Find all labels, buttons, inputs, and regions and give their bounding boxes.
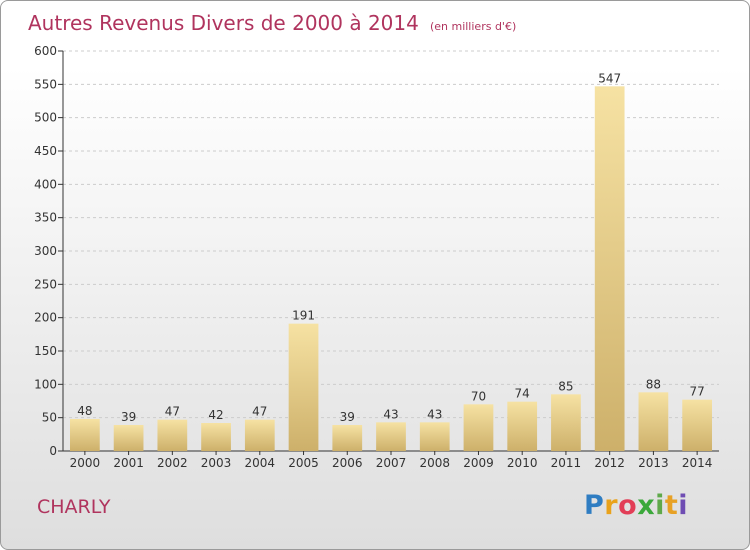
bar (376, 422, 406, 451)
data-label: 47 (252, 405, 267, 419)
bar (594, 86, 625, 451)
proxiti-logo: Proxiti (584, 490, 689, 521)
x-tick-label: 2009 (463, 456, 494, 470)
data-label: 39 (340, 410, 355, 424)
bar (157, 419, 188, 451)
x-tick-label: 2004 (245, 456, 276, 470)
data-label: 77 (689, 385, 704, 399)
data-label: 39 (121, 410, 136, 424)
data-label: 43 (383, 407, 398, 421)
data-label: 43 (427, 407, 442, 421)
y-tick-label: 200 (34, 311, 57, 325)
bar (551, 394, 581, 451)
data-label: 48 (77, 404, 92, 418)
bar (69, 419, 100, 451)
data-label: 70 (471, 389, 486, 403)
chart-title-block: Autres Revenus Divers de 2000 à 2014 (en… (28, 11, 516, 35)
y-tick-label: 250 (34, 277, 57, 291)
x-tick-label: 2010 (507, 456, 538, 470)
bar (463, 404, 494, 451)
bar (288, 323, 319, 451)
x-tick-label: 2000 (70, 456, 101, 470)
x-tick-label: 2008 (419, 456, 450, 470)
y-tick-label: 550 (34, 77, 57, 91)
y-tick-label: 50 (42, 411, 57, 425)
data-label: 85 (558, 379, 573, 393)
bar (507, 401, 538, 451)
bar (332, 425, 363, 451)
y-tick-label: 0 (49, 444, 57, 458)
x-tick-label: 2011 (551, 456, 582, 470)
y-tick-label: 400 (34, 177, 57, 191)
x-tick-label: 2013 (638, 456, 669, 470)
x-tick-label: 2014 (682, 456, 713, 470)
data-label: 47 (165, 405, 180, 419)
x-tick-label: 2007 (376, 456, 407, 470)
y-tick-label: 150 (34, 344, 57, 358)
y-tick-label: 500 (34, 111, 57, 125)
x-tick-label: 2005 (288, 456, 319, 470)
x-tick-label: 2006 (332, 456, 363, 470)
bar (113, 425, 144, 451)
y-tick-label: 350 (34, 211, 57, 225)
x-tick-label: 2003 (201, 456, 232, 470)
x-tick-label: 2001 (113, 456, 144, 470)
data-label: 547 (598, 71, 621, 85)
x-tick-label: 2012 (594, 456, 625, 470)
x-tick-label: 2002 (157, 456, 188, 470)
bar (244, 419, 275, 451)
y-tick-label: 450 (34, 144, 57, 158)
y-tick-label: 100 (34, 377, 57, 391)
data-label: 191 (292, 309, 315, 323)
commune-name: CHARLY (37, 496, 111, 518)
y-tick-label: 600 (34, 44, 57, 58)
chart-title: Autres Revenus Divers de 2000 à 2014 (28, 11, 419, 35)
bar (638, 392, 669, 451)
bar (682, 399, 713, 451)
data-label: 74 (515, 387, 530, 401)
y-tick-label: 300 (34, 244, 57, 258)
bar (419, 422, 450, 451)
bar (201, 423, 231, 451)
chart-subtitle: (en milliers d'€) (429, 20, 517, 33)
data-label: 88 (646, 377, 661, 391)
data-label: 42 (208, 408, 223, 422)
